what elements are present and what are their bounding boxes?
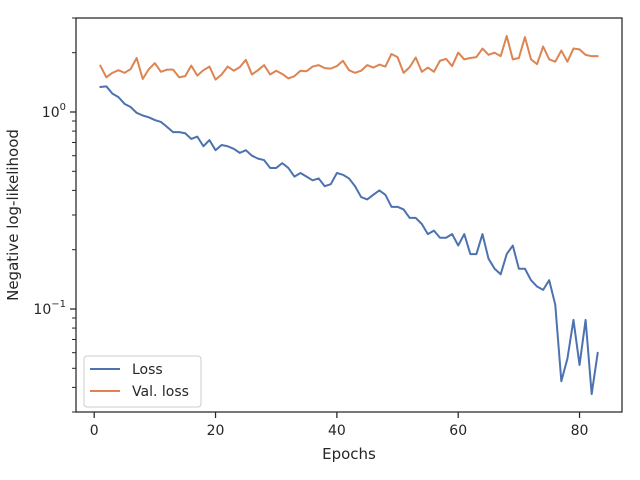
legend-label-loss: Loss [132, 362, 163, 378]
x-tick-label-20: 20 [207, 423, 225, 439]
x-tick-label-0: 0 [90, 423, 99, 439]
y-axis-label: Negative log-likelihood [4, 129, 22, 301]
legend-label-val-loss: Val. loss [132, 384, 189, 400]
x-axis-label: Epochs [322, 445, 376, 463]
x-tick-label-40: 40 [328, 423, 346, 439]
plot-lines [99, 35, 599, 396]
legend: Loss Val. loss [83, 355, 202, 408]
x-axis: 0 20 40 60 80 [90, 412, 589, 439]
x-tick-label-80: 80 [571, 423, 589, 439]
series-line-0 [99, 85, 599, 396]
x-tick-label-60: 60 [449, 423, 467, 439]
series-line-1 [99, 35, 599, 81]
